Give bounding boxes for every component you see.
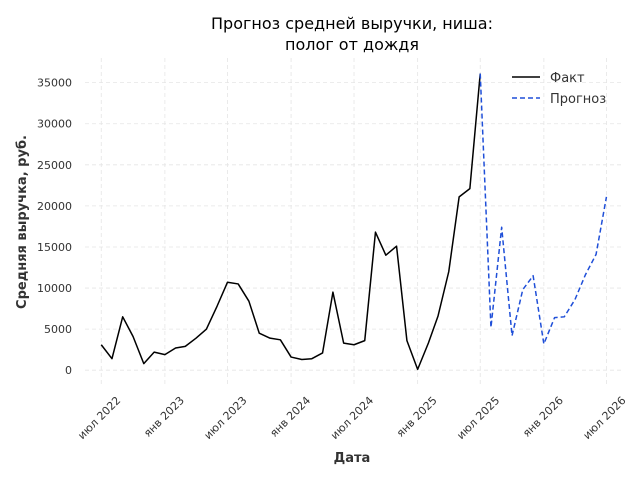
x-axis-label: Дата	[334, 451, 371, 466]
y-tick-label: 10000	[37, 282, 72, 295]
y-tick-label: 20000	[37, 200, 72, 213]
series-layer	[100, 73, 608, 371]
y-tick-label: 25000	[37, 159, 72, 172]
legend-label-forecast: Прогноз	[550, 92, 606, 107]
chart-title-line-1: Прогноз средней выручки, ниша:	[211, 14, 493, 33]
series-line-fact	[100, 73, 481, 371]
legend: Факт Прогноз	[512, 71, 606, 107]
legend-label-fact: Факт	[550, 71, 585, 86]
y-tick-label: 5000	[44, 323, 72, 336]
series-line-forecast	[479, 73, 608, 345]
y-tick-label: 30000	[37, 118, 72, 131]
y-axis: 0 5000 10000 15000 20000 25000 30000 35000	[37, 77, 72, 378]
grid	[85, 58, 622, 385]
y-tick-label: 15000	[37, 241, 72, 254]
y-axis-label: Средняя выручка, руб.	[15, 135, 30, 309]
y-tick-label: 0	[65, 364, 72, 377]
chart-title-line-2: полог от дождя	[285, 35, 419, 54]
y-tick-label: 35000	[37, 77, 72, 90]
